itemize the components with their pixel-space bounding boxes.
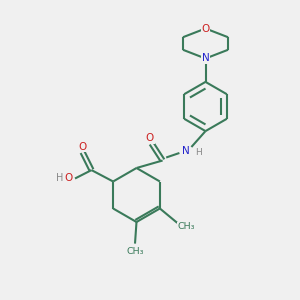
Text: O: O <box>146 133 154 143</box>
Text: CH₃: CH₃ <box>178 222 195 231</box>
Text: N: N <box>182 146 190 156</box>
Text: H: H <box>195 148 202 157</box>
Text: O: O <box>201 23 210 34</box>
Text: O: O <box>64 172 73 183</box>
Text: H: H <box>56 172 63 183</box>
Text: CH₃: CH₃ <box>126 247 144 256</box>
Text: O: O <box>79 142 87 152</box>
Text: N: N <box>202 53 209 64</box>
